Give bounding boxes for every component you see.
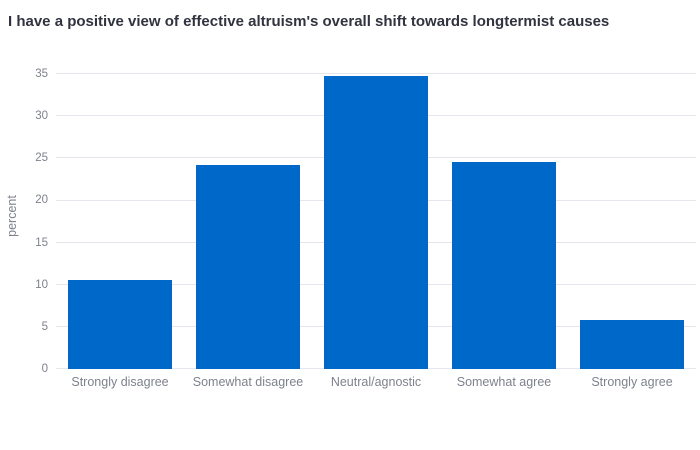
y-tick-label: 20 bbox=[35, 194, 48, 207]
y-tick-label: 35 bbox=[35, 68, 48, 81]
gridline bbox=[56, 73, 696, 75]
bar-slot bbox=[440, 64, 568, 369]
y-tick-label: 10 bbox=[35, 278, 48, 291]
x-category-label: Strongly disagree bbox=[71, 375, 169, 389]
bar-slot bbox=[568, 64, 696, 369]
bar-slot bbox=[56, 64, 184, 369]
x-category-label: Strongly agree bbox=[591, 375, 673, 389]
bar-somewhat-disagree[interactable] bbox=[196, 165, 300, 369]
y-tick-label: 5 bbox=[41, 320, 48, 333]
bar-strongly-disagree[interactable] bbox=[68, 279, 172, 369]
bars-group bbox=[56, 64, 696, 369]
bar-neutral-agnostic[interactable] bbox=[324, 75, 428, 369]
bar-somewhat-agree[interactable] bbox=[452, 161, 556, 369]
bar-slot bbox=[312, 64, 440, 369]
x-axis-labels: Strongly disagree Somewhat disagree Neutra… bbox=[56, 375, 696, 389]
x-category-label: Somewhat disagree bbox=[192, 375, 304, 389]
y-tick-label: 25 bbox=[35, 152, 48, 165]
x-category-label: Somewhat agree bbox=[456, 375, 552, 389]
y-tick-label: 0 bbox=[41, 363, 48, 375]
y-tick-label: 30 bbox=[35, 110, 48, 123]
x-category-label: Neutral/agnostic bbox=[330, 375, 422, 389]
y-tick-label: 15 bbox=[35, 236, 48, 249]
plot-area bbox=[56, 64, 696, 369]
chart-title: I have a positive view of effective altr… bbox=[8, 13, 610, 30]
bar-strongly-agree[interactable] bbox=[580, 320, 684, 369]
bar-slot bbox=[184, 64, 312, 369]
